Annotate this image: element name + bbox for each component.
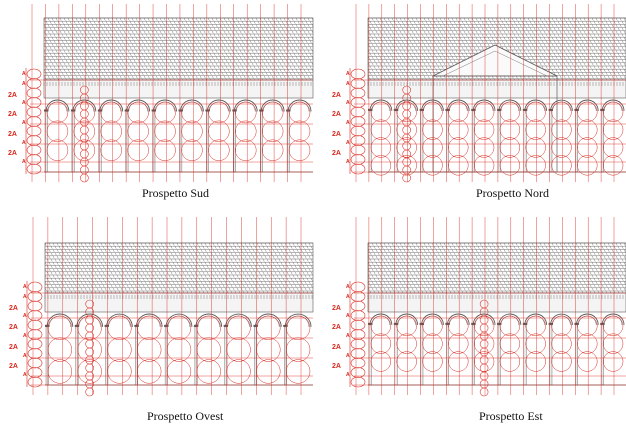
module-marker-ovest: A <box>23 352 27 359</box>
module-marker-est: A <box>346 352 350 359</box>
module-marker-nord: A <box>346 159 350 166</box>
module-marker-est: 2A <box>332 324 341 332</box>
module-marker-est: A <box>346 372 350 379</box>
module-ruler-nord <box>349 68 366 175</box>
module-marker-nord: 2A <box>332 111 341 119</box>
module-marker-ovest: A <box>23 313 27 320</box>
arcade-ovest <box>45 313 313 386</box>
roof-tiles-est <box>367 242 626 294</box>
panel-est: A A 2A A 2A A 2A A 2A A Prospetto Est <box>313 213 626 427</box>
caption-nord: Prospetto Nord <box>476 186 549 200</box>
module-marker-nord: 2A <box>332 130 341 138</box>
module-circles-ovest <box>47 299 311 397</box>
module-marker-sud: A <box>22 159 26 166</box>
module-marker-nord: A <box>346 80 350 87</box>
module-circles-est <box>370 299 624 397</box>
module-marker-sud: A <box>22 100 26 107</box>
module-marker-ovest: A <box>23 333 27 339</box>
panel-nord: A A 2A A 2A A 2A A 2A A Prospetto Nord <box>313 0 626 213</box>
module-marker-sud: 2A <box>8 150 17 158</box>
module-marker-ovest: 2A <box>9 363 18 371</box>
elevation-drawing-nord <box>349 4 626 183</box>
elevation-drawing-ovest <box>26 217 314 397</box>
module-marker-sud: A <box>22 120 26 126</box>
module-marker-est: A <box>346 333 350 339</box>
caption-ovest: Prospetto Ovest <box>147 409 224 423</box>
roof-tiles-ovest <box>44 242 314 294</box>
arcade-est <box>368 313 626 386</box>
module-marker-nord: A <box>346 120 350 126</box>
module-marker-est: 2A <box>332 363 341 371</box>
cornice-ovest <box>44 292 314 313</box>
module-marker-est: 2A <box>332 343 341 351</box>
caption-est: Prospetto Est <box>479 409 543 423</box>
elevation-drawing-est <box>349 217 626 397</box>
caption-sud: Prospetto Sud <box>142 186 210 200</box>
module-marker-nord: A <box>346 71 350 77</box>
module-marker-sud: A <box>22 80 26 87</box>
arcade-sud <box>44 99 313 173</box>
arcade-nord <box>368 99 626 173</box>
panel-ovest: A A 2A A 2A A 2A A 2A A Prospetto Ovest <box>0 213 314 427</box>
module-ruler-ovest <box>26 281 43 388</box>
module-circles-nord <box>370 85 624 183</box>
module-marker-ovest: A <box>23 293 27 300</box>
module-marker-ovest: 2A <box>9 324 18 332</box>
module-marker-sud: 2A <box>8 91 17 99</box>
module-marker-est: A <box>346 284 350 290</box>
module-marker-nord: A <box>346 100 350 107</box>
module-ruler-sud <box>25 68 42 175</box>
module-marker-ovest: A <box>23 372 27 379</box>
cornice-sud <box>43 79 314 99</box>
module-circles-sud <box>46 85 311 183</box>
module-marker-ovest: 2A <box>9 304 18 312</box>
module-marker-sud: 2A <box>8 111 17 119</box>
module-marker-ovest: 2A <box>9 343 18 351</box>
proportion-grid-est <box>354 217 626 395</box>
panel-sud: A A 2A A 2A A 2A A 2A A Prospetto Sud <box>0 0 314 213</box>
cornice-est <box>367 292 626 313</box>
module-marker-nord: A <box>346 139 350 146</box>
module-marker-nord: 2A <box>332 150 341 158</box>
module-marker-sud: A <box>22 139 26 146</box>
module-marker-sud: 2A <box>8 130 17 138</box>
module-marker-est: A <box>346 293 350 300</box>
proportion-grid-sud <box>30 4 313 182</box>
cornice-nord <box>367 79 626 99</box>
elevation-drawing-sud <box>25 4 314 183</box>
module-marker-est: A <box>346 313 350 320</box>
module-ruler-est <box>349 281 366 388</box>
roof-tiles-sud <box>43 17 314 82</box>
module-marker-nord: 2A <box>332 91 341 99</box>
module-marker-sud: A <box>22 71 26 77</box>
module-marker-ovest: A <box>23 284 27 290</box>
module-marker-est: 2A <box>332 304 341 312</box>
